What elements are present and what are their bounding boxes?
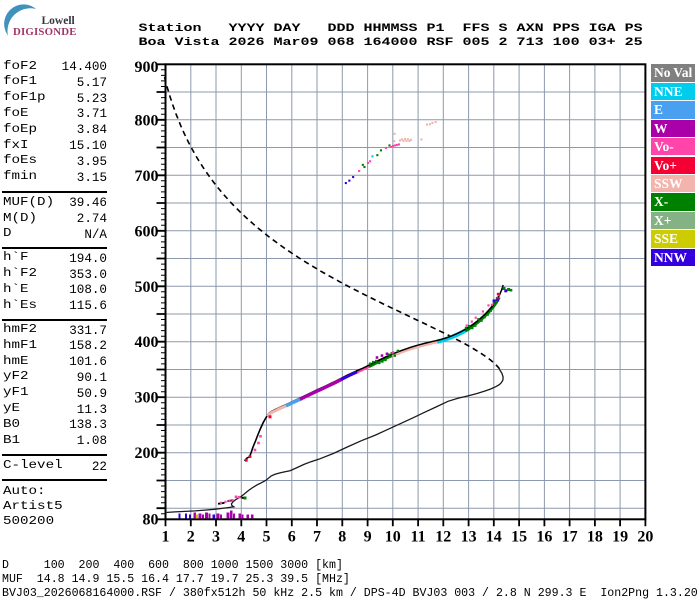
svg-text:7: 7 — [313, 529, 321, 546]
svg-text:80: 80 — [143, 511, 159, 528]
svg-text:800: 800 — [135, 112, 159, 129]
svg-text:1: 1 — [162, 529, 170, 546]
svg-text:3: 3 — [212, 529, 220, 546]
svg-text:200: 200 — [135, 445, 159, 462]
svg-text:600: 600 — [135, 223, 159, 240]
svg-text:19: 19 — [612, 529, 628, 546]
svg-text:14: 14 — [486, 529, 502, 546]
svg-text:4: 4 — [237, 529, 245, 546]
svg-text:17: 17 — [562, 529, 578, 546]
svg-text:10: 10 — [385, 529, 401, 546]
svg-text:900: 900 — [135, 59, 159, 76]
svg-text:16: 16 — [536, 529, 552, 546]
svg-text:300: 300 — [135, 390, 159, 407]
svg-text:15: 15 — [511, 529, 527, 546]
svg-text:2: 2 — [187, 529, 195, 546]
svg-text:13: 13 — [461, 529, 477, 546]
svg-text:5: 5 — [263, 529, 271, 546]
svg-text:700: 700 — [135, 168, 159, 185]
svg-text:500: 500 — [135, 279, 159, 296]
svg-text:8: 8 — [338, 529, 346, 546]
svg-text:12: 12 — [435, 529, 451, 546]
svg-text:400: 400 — [135, 334, 159, 351]
svg-text:11: 11 — [411, 529, 426, 546]
svg-text:6: 6 — [288, 529, 296, 546]
svg-text:18: 18 — [587, 529, 603, 546]
svg-text:9: 9 — [364, 529, 372, 546]
svg-text:20: 20 — [637, 529, 653, 546]
